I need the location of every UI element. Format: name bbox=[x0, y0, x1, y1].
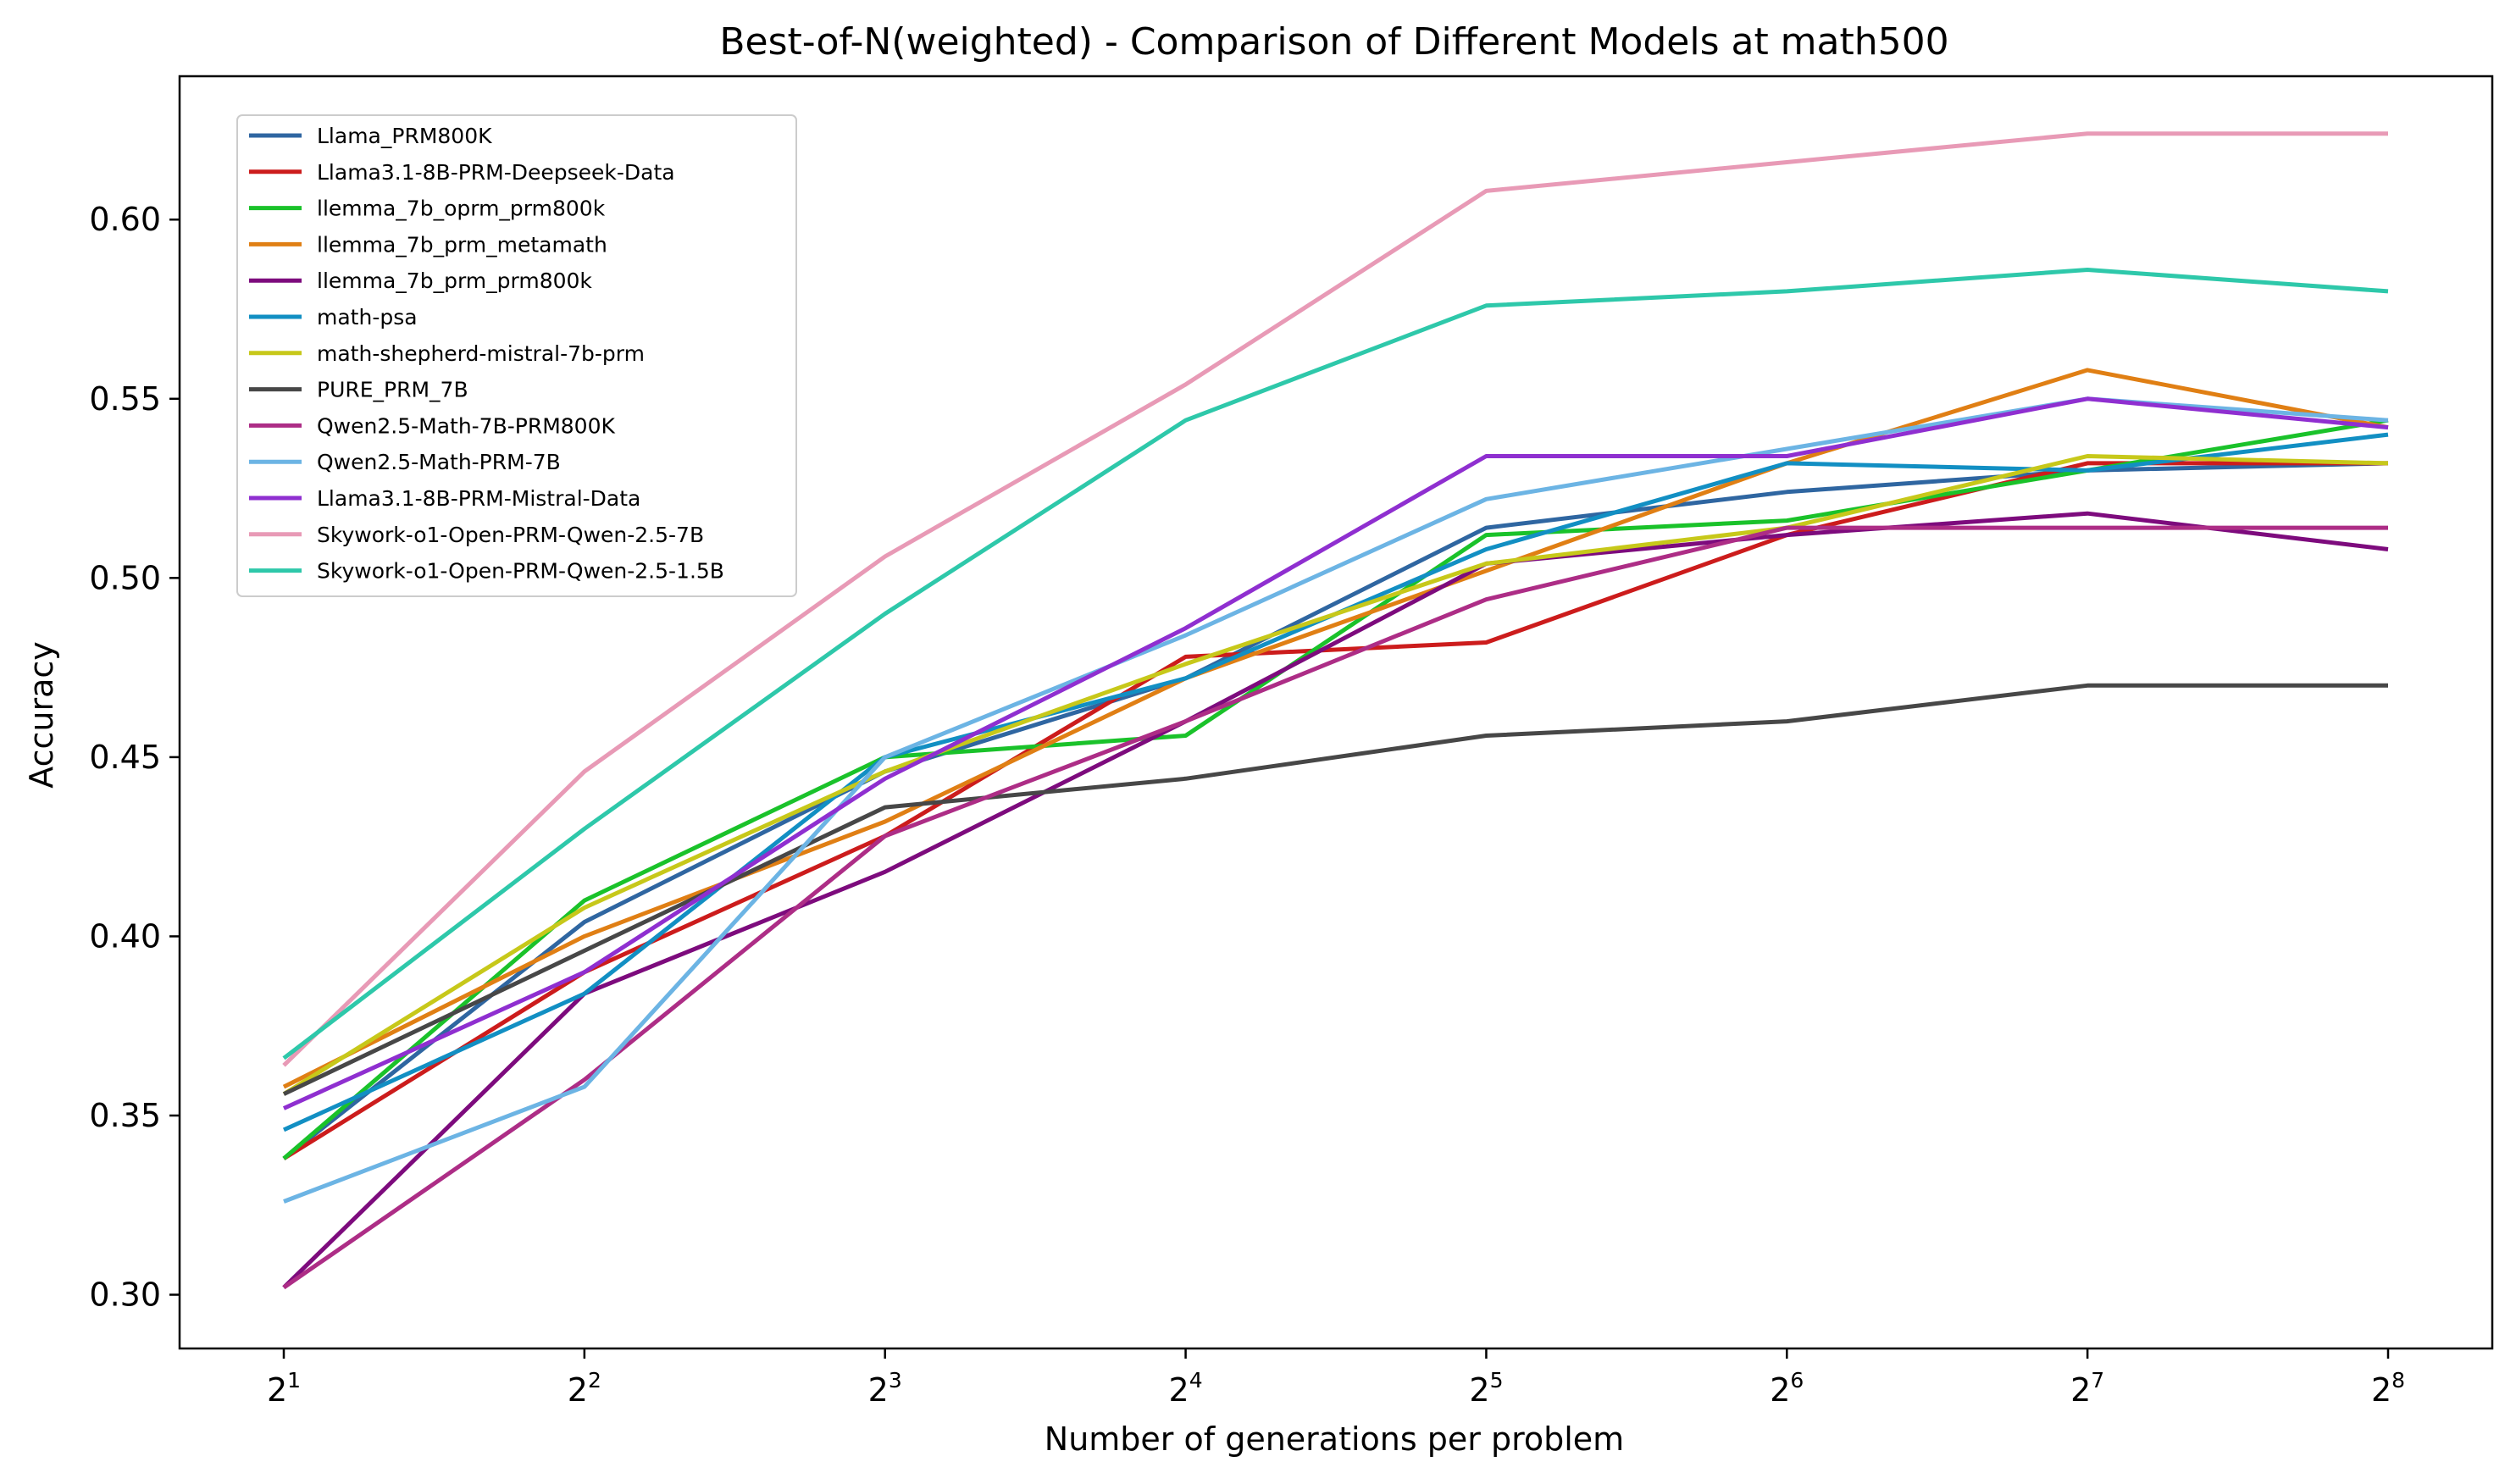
chart-title: Best-of-N(weighted) - Comparison of Diff… bbox=[719, 20, 1948, 64]
y-axis-label: Accuracy bbox=[23, 641, 60, 789]
x-tick-label: 26 bbox=[1770, 1368, 1804, 1409]
series-line-4 bbox=[282, 511, 2389, 1289]
series-line-2 bbox=[282, 418, 2389, 1160]
x-axis-label: Number of generations per problem bbox=[1045, 1420, 1624, 1458]
legend-frame bbox=[236, 114, 797, 597]
legend-label-4: llemma_7b_prm_prm800k bbox=[317, 269, 592, 293]
legend-items: Llama_PRM800K Llama3.1-8B-PRM-Deepseek-Da… bbox=[249, 124, 724, 584]
x-tick-label: 25 bbox=[1469, 1368, 1503, 1409]
series-line-3 bbox=[282, 368, 2389, 1089]
x-tick-label: 24 bbox=[1169, 1368, 1203, 1409]
legend-label-3: llemma_7b_prm_metamath bbox=[317, 232, 607, 257]
legend-label-11: Skywork-o1-Open-PRM-Qwen-2.5-7B bbox=[317, 523, 704, 547]
series-line-11 bbox=[282, 131, 2388, 1067]
y-tick-label: 0.30 bbox=[89, 1276, 161, 1314]
x-tick-label: 27 bbox=[2070, 1368, 2104, 1409]
series-line-8 bbox=[282, 525, 2388, 1290]
series-line-10 bbox=[282, 396, 2389, 1110]
x-tick-label: 28 bbox=[2371, 1368, 2405, 1409]
legend-label-1: Llama3.1-8B-PRM-Deepseek-Data bbox=[317, 160, 675, 185]
x-axis: 21 22 23 24 25 26 27 28 bbox=[267, 1348, 2405, 1409]
legend-label-2: llemma_7b_oprm_prm800k bbox=[317, 197, 606, 221]
series-line-6 bbox=[282, 454, 2389, 1096]
y-tick-label: 0.45 bbox=[89, 739, 161, 776]
y-tick-label: 0.40 bbox=[89, 917, 161, 955]
legend-label-7: PURE_PRM_7B bbox=[317, 378, 468, 402]
legend-label-0: Llama_PRM800K bbox=[317, 124, 492, 148]
y-tick-label: 0.35 bbox=[89, 1097, 161, 1134]
legend-label-10: Llama3.1-8B-PRM-Mistral-Data bbox=[317, 486, 640, 511]
legend-label-6: math-shepherd-mistral-7b-prm bbox=[317, 341, 645, 366]
x-tick-label: 22 bbox=[568, 1368, 601, 1409]
y-tick-label: 0.50 bbox=[89, 559, 161, 596]
y-tick-label: 0.55 bbox=[89, 380, 161, 418]
series-line-7 bbox=[282, 683, 2388, 1096]
y-axis: 0.30 0.35 0.40 0.45 0.50 0.55 0.60 bbox=[89, 201, 180, 1314]
x-tick-label: 21 bbox=[267, 1368, 301, 1409]
series-line-12 bbox=[282, 268, 2389, 1060]
legend-label-12: Skywork-o1-Open-PRM-Qwen-2.5-1.5B bbox=[317, 559, 724, 584]
plot-frame bbox=[178, 75, 2494, 1350]
legend: Llama_PRM800K Llama3.1-8B-PRM-Deepseek-Da… bbox=[236, 114, 797, 597]
y-tick-label: 0.60 bbox=[89, 201, 161, 238]
x-tick-label: 23 bbox=[868, 1368, 902, 1409]
series-line-1 bbox=[282, 461, 2388, 1160]
legend-label-8: Qwen2.5-Math-7B-PRM800K bbox=[317, 413, 615, 438]
legend-label-9: Qwen2.5-Math-PRM-7B bbox=[317, 450, 561, 474]
legend-label-5: math-psa bbox=[317, 305, 418, 329]
series-layer bbox=[282, 131, 2389, 1290]
